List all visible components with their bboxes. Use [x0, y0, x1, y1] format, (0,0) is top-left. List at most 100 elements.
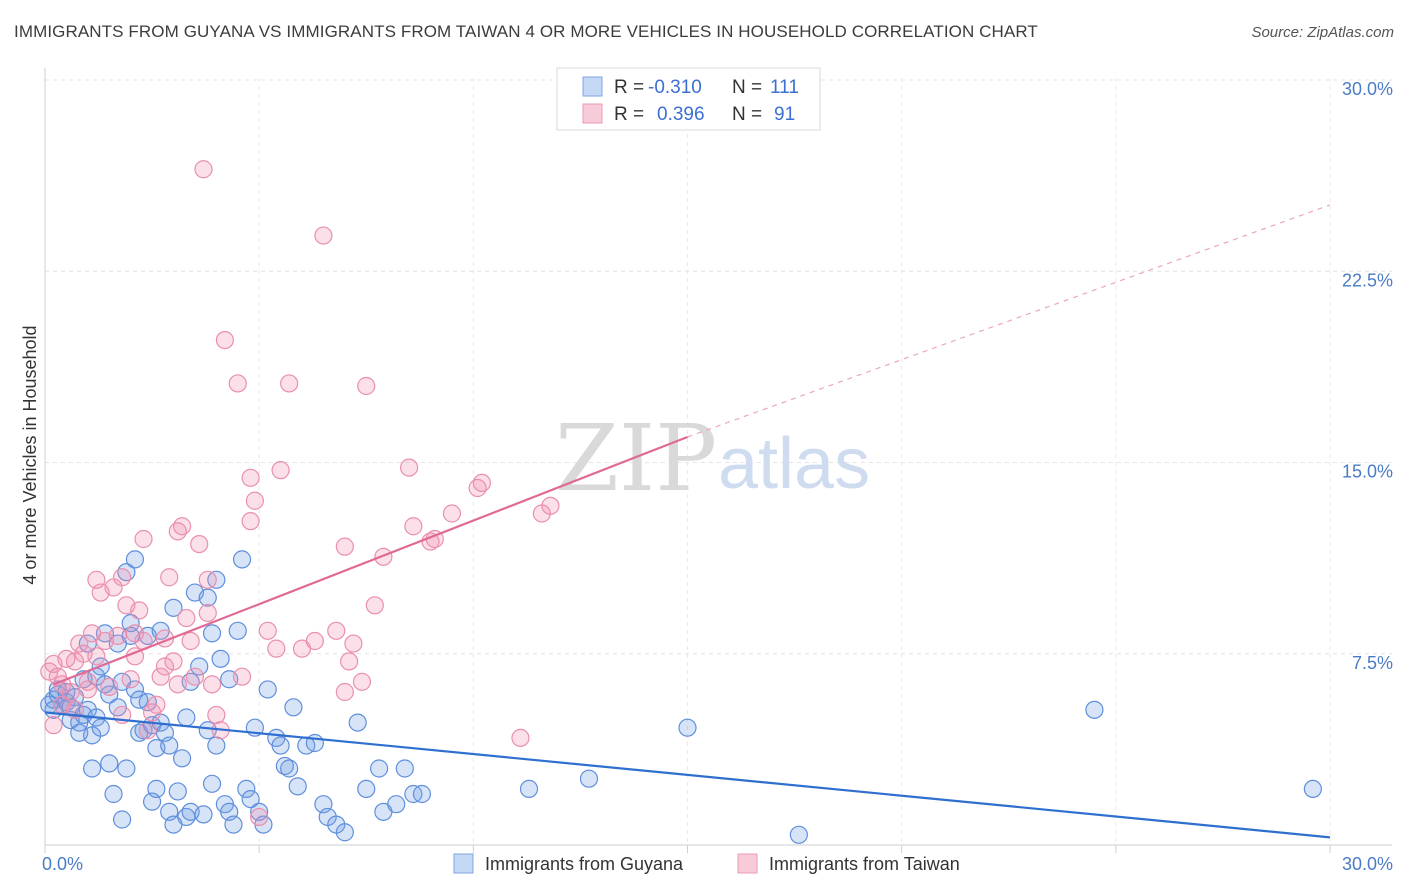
legend-n-label-guyana: N = [732, 77, 762, 98]
data-point-taiwan [134, 529, 153, 549]
legend-swatch-taiwan [582, 103, 603, 124]
data-point-taiwan [185, 667, 205, 686]
data-point-taiwan [335, 682, 354, 702]
data-point-guyana [284, 698, 303, 717]
data-point-guyana [1085, 700, 1104, 719]
data-point-taiwan [241, 512, 260, 531]
data-point-guyana [241, 789, 260, 809]
data-point-guyana [357, 779, 376, 799]
data-point-guyana [224, 815, 243, 834]
data-point-taiwan [335, 537, 354, 556]
data-point-guyana [91, 718, 110, 737]
data-point-taiwan [177, 608, 196, 628]
data-point-guyana [678, 718, 697, 737]
watermark: ZIP atlas [555, 405, 870, 512]
data-point-taiwan [78, 680, 97, 699]
series-taiwan-points [40, 160, 560, 827]
data-point-guyana [198, 721, 217, 740]
data-point-guyana [335, 823, 354, 842]
legend-r-label-guyana: R = [614, 77, 644, 98]
y-axis-title: 4 or more Vehicles in Household [20, 325, 40, 584]
data-point-guyana [228, 621, 247, 640]
data-point-guyana [1303, 779, 1322, 799]
data-point-guyana [160, 736, 179, 755]
data-point-guyana [237, 779, 256, 799]
data-point-guyana [271, 736, 290, 755]
data-point-guyana [211, 649, 230, 668]
data-point-taiwan [138, 721, 157, 740]
data-point-taiwan [245, 491, 264, 510]
data-point-taiwan [374, 547, 393, 566]
data-point-taiwan [258, 621, 277, 640]
data-point-taiwan [100, 677, 119, 697]
data-point-taiwan [340, 652, 359, 671]
y-tick-label: 22.5% [1342, 270, 1393, 290]
data-point-guyana [198, 588, 217, 607]
legend-r-value-taiwan: 0.396 [657, 104, 705, 125]
data-point-taiwan [280, 374, 299, 393]
series-legend-label-guyana: Immigrants from Guyana [485, 854, 684, 874]
series-guyana-points [40, 550, 1322, 844]
data-point-taiwan [271, 461, 290, 480]
data-point-guyana [232, 550, 252, 569]
data-point-taiwan [365, 596, 384, 615]
data-point-taiwan [207, 705, 226, 725]
data-point-taiwan [130, 601, 149, 620]
series-legend: Immigrants from Guyana Immigrants from T… [453, 853, 960, 874]
data-point-guyana [100, 685, 119, 704]
data-point-taiwan [215, 331, 234, 350]
legend-r-value-guyana: -0.310 [648, 77, 702, 98]
data-point-guyana [125, 550, 145, 569]
watermark-atlas: atlas [718, 424, 870, 504]
data-point-taiwan [194, 160, 213, 179]
x-tick-label-max: 30.0% [1342, 854, 1393, 874]
legend-n-label-taiwan: N = [732, 104, 762, 125]
data-point-guyana [519, 779, 539, 799]
trend-line-guyana [44, 711, 1331, 839]
data-point-guyana [125, 680, 145, 699]
y-tick-label: 30.0% [1342, 79, 1393, 99]
data-point-taiwan [511, 728, 530, 748]
data-point-taiwan [112, 568, 132, 587]
trend-lines [44, 204, 1331, 839]
data-point-guyana [412, 784, 432, 804]
data-point-taiwan [404, 517, 423, 536]
data-point-guyana [280, 759, 299, 778]
data-point-guyana [370, 759, 389, 778]
legend-n-value-taiwan: 91 [774, 104, 795, 125]
axes [44, 68, 1392, 853]
data-point-taiwan [44, 716, 63, 735]
data-point-taiwan [344, 634, 363, 653]
data-point-guyana [387, 795, 406, 814]
watermark-zip: ZIP [555, 405, 717, 512]
legend-swatch-guyana [582, 76, 603, 97]
trend-line-taiwan [53, 435, 688, 686]
data-point-guyana [202, 624, 222, 643]
data-point-taiwan [147, 695, 166, 714]
data-point-guyana [190, 657, 209, 676]
data-point-taiwan [172, 517, 192, 536]
data-point-guyana [172, 749, 192, 768]
data-point-taiwan [202, 675, 222, 694]
data-point-guyana [147, 779, 166, 799]
data-point-taiwan [314, 226, 333, 245]
data-point-guyana [258, 680, 277, 699]
data-point-taiwan [164, 652, 183, 671]
data-point-taiwan [160, 568, 179, 587]
data-point-taiwan [250, 807, 269, 827]
data-point-guyana [207, 736, 226, 755]
data-point-taiwan [168, 675, 187, 694]
source-label: Source: ZipAtlas.com [1251, 24, 1394, 41]
data-point-taiwan [472, 473, 491, 492]
data-point-taiwan [181, 631, 200, 651]
data-point-guyana [83, 759, 102, 778]
data-point-taiwan [155, 657, 175, 676]
data-point-taiwan [327, 621, 346, 640]
data-point-guyana [121, 614, 140, 633]
data-point-taiwan [357, 376, 376, 396]
data-point-taiwan [228, 374, 247, 393]
data-point-taiwan [61, 682, 80, 702]
data-point-guyana [395, 759, 414, 778]
data-point-guyana [177, 708, 196, 727]
